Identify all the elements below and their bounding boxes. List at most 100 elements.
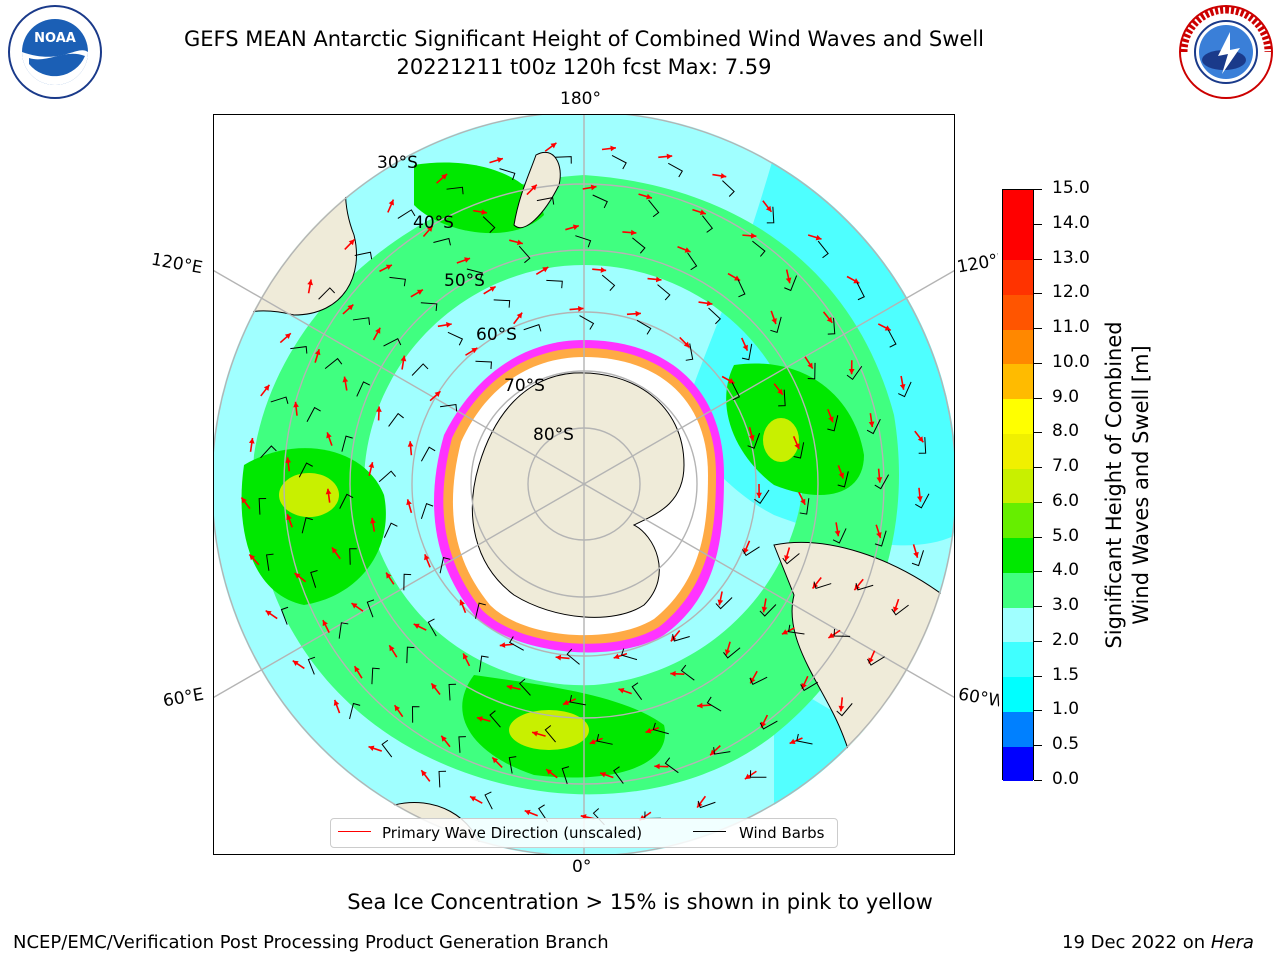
colorbar-segment	[1003, 259, 1033, 295]
colorbar-tick	[1034, 432, 1042, 434]
wind-barb	[518, 245, 531, 264]
colorbar-tick	[1034, 258, 1042, 260]
wave-arrow-head	[248, 437, 255, 444]
wave-arrow-head	[868, 421, 875, 428]
wave-arrow-head	[263, 384, 270, 391]
wave-arrow-head	[265, 610, 272, 616]
wind-barb	[752, 240, 766, 257]
wave-arrow-head	[771, 318, 777, 325]
wind-barb	[737, 279, 746, 298]
lon-label-60e: 60°E	[161, 684, 206, 712]
wind-barb	[759, 604, 777, 617]
colorbar-tick	[1034, 536, 1042, 538]
wind-barb	[466, 268, 483, 280]
wave-arrow-head	[459, 599, 465, 606]
wind-barb	[566, 648, 580, 665]
colorbar	[1002, 189, 1034, 782]
wind-barb	[620, 648, 638, 661]
wind-barb	[685, 343, 694, 361]
colorbar-segment	[1003, 746, 1033, 782]
wind-barb	[354, 251, 373, 260]
wave-arrow-head	[807, 362, 813, 369]
wind-barb	[817, 240, 829, 259]
wind-barb	[397, 209, 416, 219]
wave-arrow-head	[893, 606, 899, 613]
wind-barb	[458, 736, 466, 753]
legend-swatch-wave-direction	[338, 831, 371, 832]
wind-barb	[592, 194, 608, 209]
wind-barb	[475, 360, 492, 369]
wind-barb	[827, 317, 836, 335]
wind-barb	[874, 530, 887, 547]
wind-barb	[579, 315, 595, 330]
colorbar-segment	[1003, 572, 1033, 608]
wave-arrow-head	[286, 514, 292, 521]
wave-arrow-head	[683, 341, 690, 348]
wave-arrow-head	[407, 441, 414, 447]
wave-arrow-head	[497, 157, 503, 163]
colorbar-tick-label: 2.0	[1052, 629, 1080, 650]
wave-arrow-head	[499, 642, 506, 648]
colorbar-tick	[1034, 397, 1042, 399]
wind-barb	[324, 357, 343, 370]
wind-barb	[918, 437, 927, 454]
colorbar-segment	[1003, 329, 1033, 365]
wind-barb	[911, 550, 924, 567]
colorbar-tick	[1034, 780, 1042, 781]
wind-barb	[280, 606, 289, 625]
wind-barb	[784, 275, 798, 292]
wave-arrow-head	[492, 757, 499, 764]
wave-arrow-head	[506, 684, 513, 691]
wave-arrow-head	[555, 654, 562, 661]
wind-barb	[575, 235, 592, 248]
nws-logo	[1179, 5, 1273, 99]
wave-arrow-head	[784, 555, 790, 561]
wave-arrow-head	[743, 547, 749, 554]
wind-barb	[509, 636, 524, 651]
wave-arrow-head	[917, 436, 924, 443]
wind-barbs	[258, 155, 930, 826]
wind-barb	[383, 522, 398, 538]
wind-barb	[439, 557, 451, 574]
wind-barb	[613, 766, 624, 784]
wind-barb	[546, 279, 563, 289]
wind-barb	[747, 433, 760, 449]
wind-barb	[601, 274, 616, 291]
wave-arrow-head	[413, 623, 420, 629]
wave-arrow-head	[424, 554, 430, 561]
wave-peak	[509, 710, 589, 750]
colorbar-tick-label: 8.0	[1052, 421, 1080, 442]
colorbar-tick	[1034, 745, 1042, 747]
wind-barb	[754, 489, 770, 505]
wind-barb	[427, 618, 437, 637]
colorbar-tick	[1034, 675, 1042, 677]
colorbar-tick-label: 1.5	[1052, 664, 1080, 685]
wind-barb	[339, 493, 354, 509]
wave-arrow-head	[815, 234, 822, 241]
colorbar-tick-label: 5.0	[1052, 525, 1080, 546]
wind-barb	[290, 346, 308, 354]
wind-barb	[874, 474, 890, 490]
wave-arrow-head	[789, 738, 796, 745]
wave-arrow-head	[742, 344, 748, 351]
wind-barb	[887, 329, 897, 348]
wave-arrow-head	[781, 629, 788, 635]
wind-barb	[652, 722, 669, 735]
wind-barb	[544, 725, 556, 743]
wind-barb	[260, 445, 277, 459]
wave-belt	[252, 175, 899, 795]
wind-barb	[833, 628, 851, 637]
legend-label-wave-direction: Primary Wave Direction (unscaled)	[382, 824, 643, 842]
wind-barb	[383, 338, 402, 347]
wave-arrow-head	[370, 517, 376, 524]
wind-barb	[832, 528, 847, 544]
colorbar-tick-label: 6.0	[1052, 490, 1080, 511]
colorbar-tick-label: 12.0	[1052, 282, 1090, 303]
wave-arrow-head	[600, 771, 607, 778]
colorbar-title-line2: Wind Waves and Swell [m]	[1129, 345, 1153, 625]
colorbar-segment	[1003, 363, 1033, 400]
wave-direction-arrows	[240, 142, 924, 821]
legend-label-wind-barbs: Wind Barbs	[739, 824, 825, 842]
wave-arrow-head	[761, 606, 768, 613]
wave-arrow-head	[546, 769, 553, 775]
